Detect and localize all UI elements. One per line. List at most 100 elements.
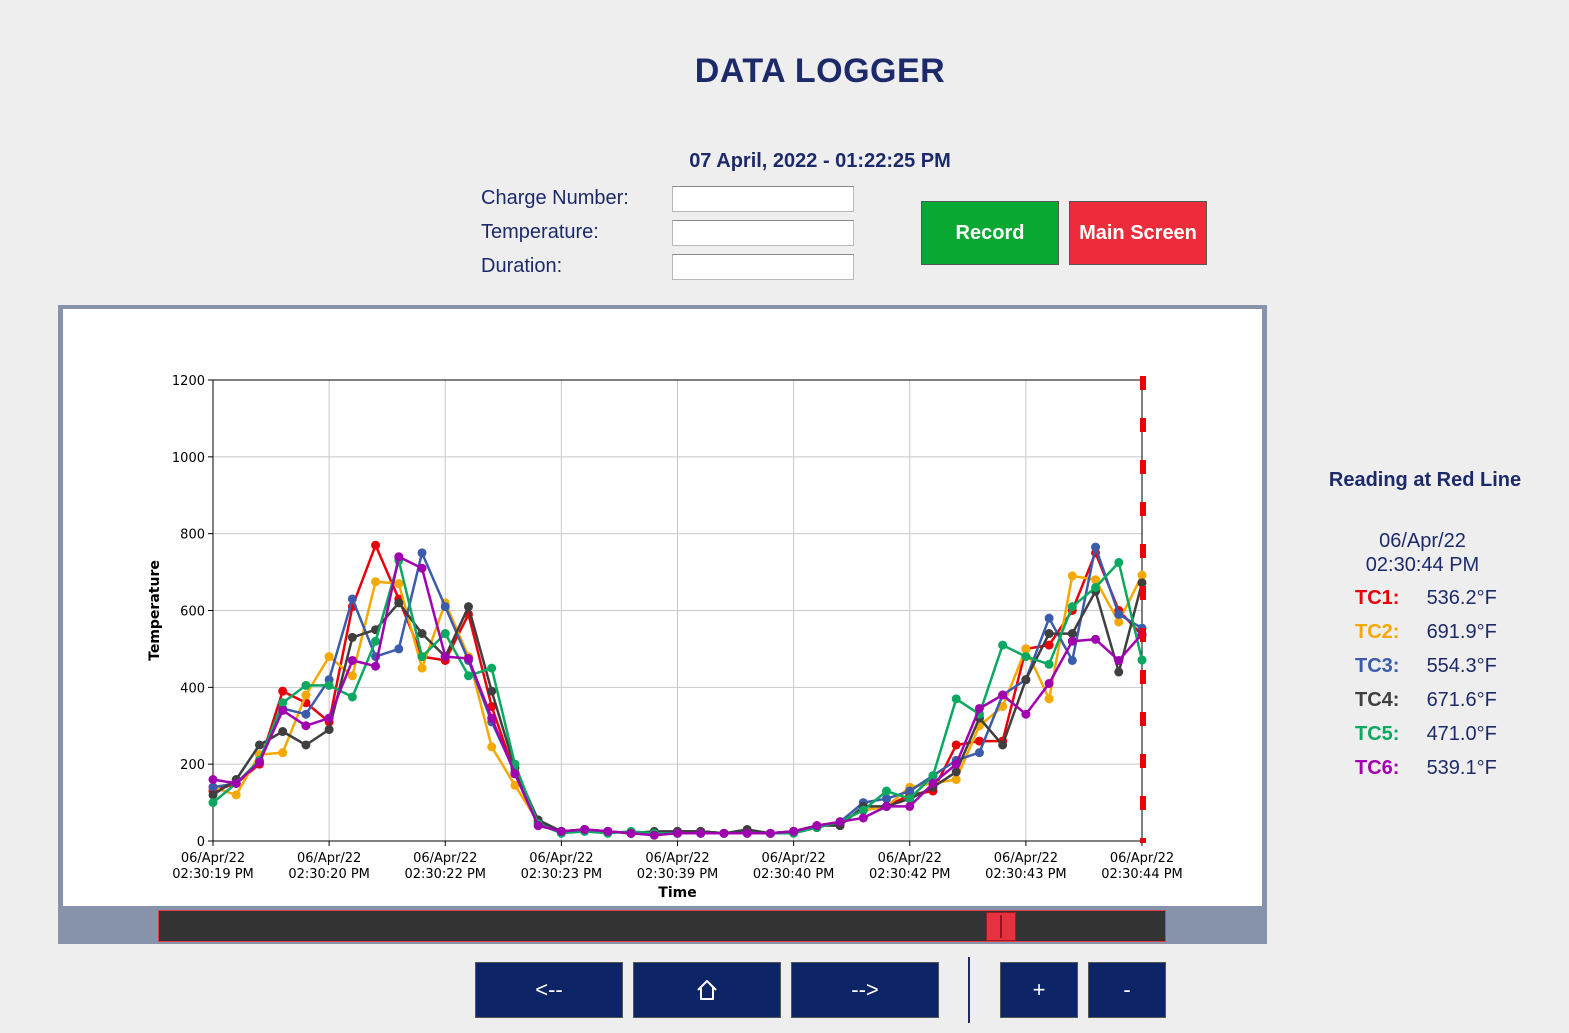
data-point-tc3 — [1114, 609, 1124, 619]
data-point-tc5 — [1044, 659, 1054, 669]
x-tick-label-date: 06/Apr/22 — [297, 851, 361, 866]
data-point-tc6 — [533, 821, 543, 831]
data-point-tc4 — [1137, 578, 1147, 588]
data-point-tc6 — [231, 778, 241, 788]
home-button[interactable] — [633, 962, 781, 1018]
data-point-tc4 — [998, 740, 1008, 750]
data-point-tc5 — [1137, 655, 1147, 665]
data-point-tc2 — [510, 780, 520, 790]
data-point-tc6 — [208, 775, 218, 785]
data-point-tc5 — [463, 671, 473, 681]
previous-button[interactable]: <-- — [475, 962, 623, 1018]
data-point-tc1 — [1044, 640, 1054, 650]
next-button[interactable]: --> — [791, 962, 939, 1018]
x-tick-label-time: 02:30:39 PM — [637, 867, 719, 882]
data-point-tc2 — [998, 702, 1008, 712]
charge-number-input[interactable] — [672, 186, 854, 212]
data-point-tc5 — [882, 786, 892, 796]
data-point-tc6 — [1067, 636, 1077, 646]
data-point-tc2 — [394, 579, 404, 589]
tc4-value: 671.6°F — [1426, 689, 1497, 711]
data-point-tc6 — [905, 801, 915, 811]
zoom-out-button[interactable]: - — [1088, 962, 1166, 1018]
data-point-tc6 — [789, 826, 799, 836]
data-point-tc1 — [278, 686, 288, 696]
data-point-tc2 — [1137, 570, 1147, 580]
timeline-scroll-thumb[interactable] — [986, 912, 1016, 941]
data-point-tc3 — [301, 709, 311, 719]
duration-input[interactable] — [672, 254, 854, 280]
temperature-input[interactable] — [672, 220, 854, 246]
reading-date: 06/Apr/22 — [1379, 530, 1466, 552]
data-point-tc3 — [905, 786, 915, 796]
data-point-tc3 — [347, 594, 357, 604]
tc4-label: TC4: — [1355, 689, 1400, 711]
data-point-tc6 — [742, 828, 752, 838]
data-point-tc5 — [905, 794, 915, 804]
data-point-tc6 — [347, 655, 357, 665]
page-title: DATA LOGGER — [694, 52, 946, 90]
tc3-label: TC3: — [1355, 655, 1400, 677]
data-point-tc2 — [1067, 571, 1077, 581]
data-point-tc6 — [603, 826, 613, 836]
x-tick-label-date: 06/Apr/22 — [413, 851, 477, 866]
data-point-tc6 — [998, 690, 1008, 700]
data-point-tc3 — [1091, 542, 1101, 552]
data-point-tc5 — [208, 798, 218, 808]
data-point-tc5 — [324, 680, 334, 690]
data-point-tc3 — [1044, 613, 1054, 623]
data-point-tc2 — [1114, 617, 1124, 627]
data-point-tc4 — [301, 740, 311, 750]
data-point-tc6 — [324, 713, 334, 723]
tc2-value: 691.9°F — [1426, 621, 1497, 643]
y-tick-label: 800 — [180, 528, 205, 543]
data-point-tc4 — [1067, 629, 1077, 639]
data-point-tc5 — [1021, 652, 1031, 662]
y-tick-label: 1000 — [172, 451, 205, 466]
data-point-tc6 — [719, 828, 729, 838]
data-point-tc6 — [1091, 634, 1101, 644]
data-point-tc6 — [858, 813, 868, 823]
y-tick-label: 1200 — [172, 374, 205, 389]
x-tick-label-time: 02:30:40 PM — [753, 867, 835, 882]
data-point-tc4 — [951, 767, 961, 777]
data-point-tc6 — [626, 828, 636, 838]
data-point-tc5 — [487, 663, 497, 673]
data-point-tc5 — [858, 805, 868, 815]
data-point-tc3 — [417, 548, 427, 558]
y-tick-label: 0 — [197, 835, 205, 850]
data-point-tc6 — [1114, 655, 1124, 665]
data-point-tc6 — [278, 705, 288, 715]
record-button[interactable]: Record — [921, 201, 1059, 265]
tc1-label: TC1: — [1355, 587, 1400, 609]
data-point-tc2 — [951, 775, 961, 785]
y-tick-label: 400 — [180, 681, 205, 696]
tc5-label: TC5: — [1355, 723, 1400, 745]
tc2-reading: TC2: 691.9°F — [1355, 621, 1497, 644]
data-point-tc4 — [347, 632, 357, 642]
main-screen-button[interactable]: Main Screen — [1069, 201, 1207, 265]
nav-divider — [968, 957, 970, 1023]
data-point-tc6 — [649, 830, 659, 840]
data-point-tc4 — [278, 727, 288, 737]
data-point-tc2 — [1091, 575, 1101, 585]
x-tick-label-date: 06/Apr/22 — [761, 851, 825, 866]
data-point-tc6 — [1044, 678, 1054, 688]
duration-label: Duration: — [481, 255, 563, 277]
tc6-value: 539.1°F — [1426, 757, 1497, 779]
data-point-tc4 — [394, 598, 404, 608]
data-point-tc5 — [951, 694, 961, 704]
data-point-tc3 — [394, 644, 404, 654]
data-point-tc2 — [1021, 644, 1031, 654]
x-tick-label-date: 06/Apr/22 — [1110, 851, 1174, 866]
data-point-tc5 — [1114, 557, 1124, 567]
tc5-reading: TC5: 471.0°F — [1355, 723, 1497, 746]
data-point-tc3 — [208, 782, 218, 792]
x-tick-label-date: 06/Apr/22 — [181, 851, 245, 866]
data-point-tc2 — [278, 748, 288, 758]
zoom-in-button[interactable]: + — [1000, 962, 1078, 1018]
x-tick-label-time: 02:30:20 PM — [288, 867, 370, 882]
data-point-tc5 — [278, 698, 288, 708]
data-point-tc6 — [417, 563, 427, 573]
